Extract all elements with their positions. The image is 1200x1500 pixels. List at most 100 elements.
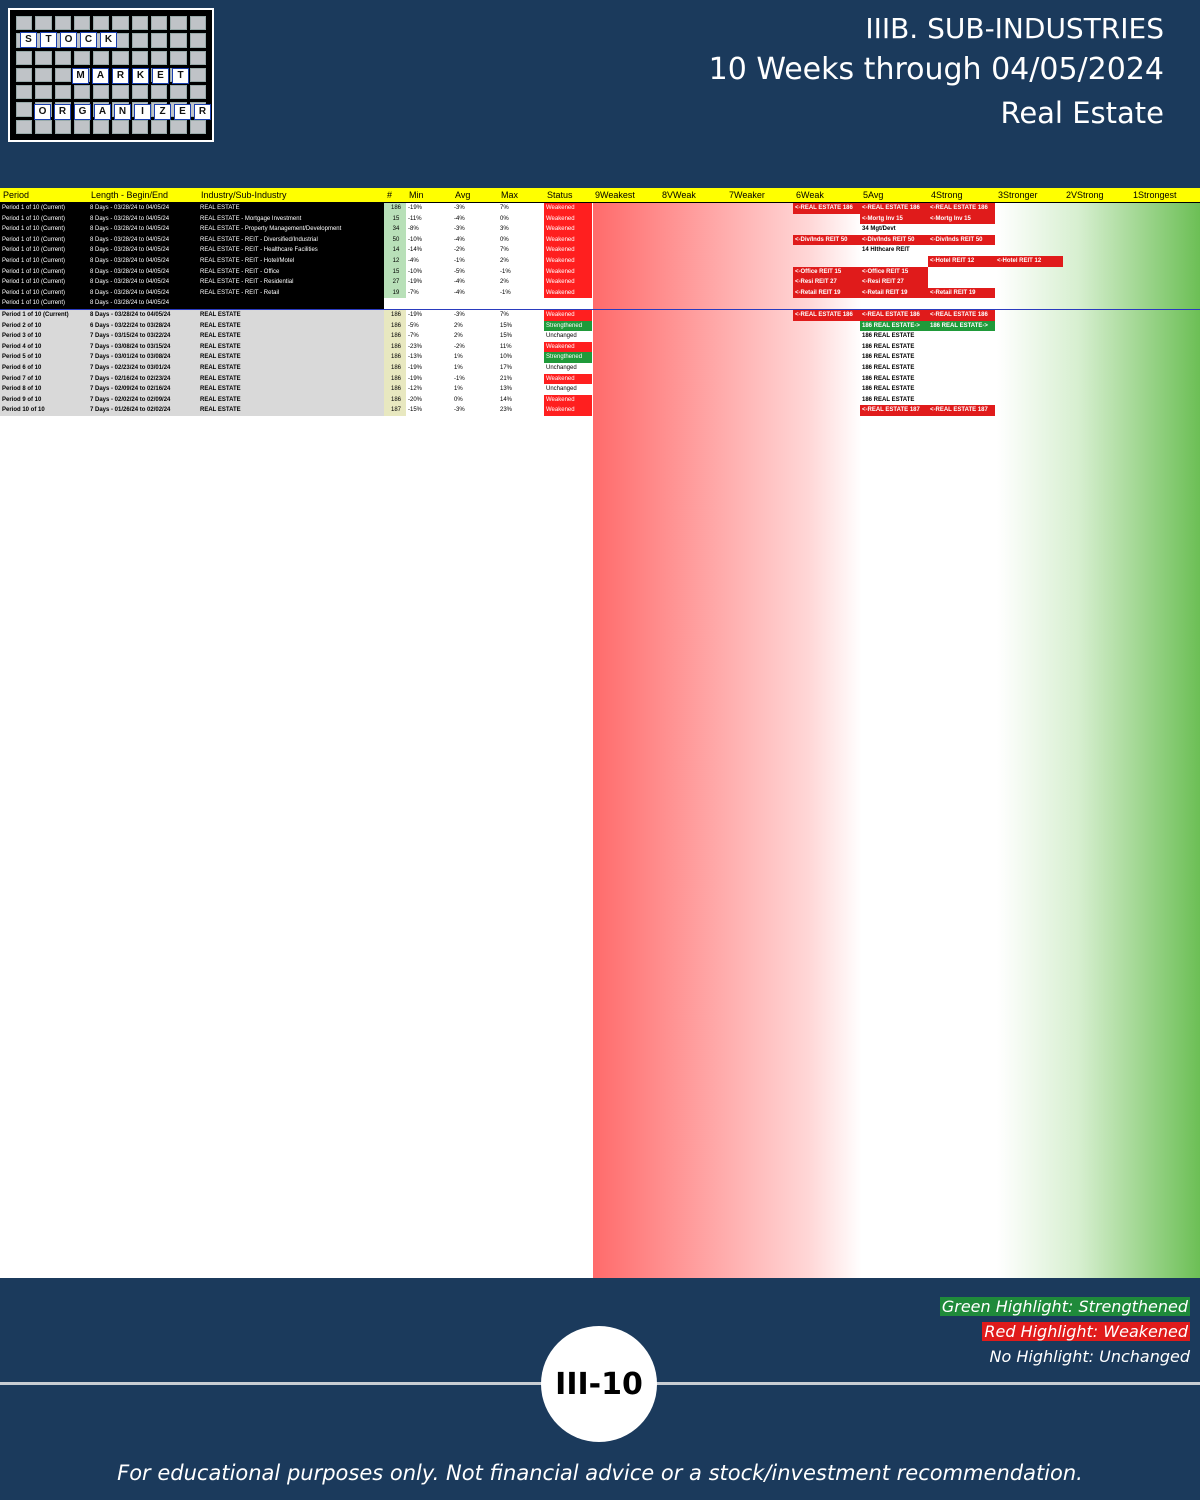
column-header: # [387,190,393,200]
table-row: Period 7 of 10 7 Days - 02/16/24 to 02/23… [0,373,1200,385]
cell-length-begin-end: 7 Days - 02/09/24 to 02/16/24 [88,384,198,395]
bucket-cell [659,203,726,214]
legend-weakened: Red Highlight: Weakened [982,1322,1190,1341]
bucket-cell [1063,342,1130,353]
cell-length-begin-end: 8 Days - 03/28/24 to 04/05/24 [88,287,198,299]
cell-max: 0% [500,236,509,243]
bucket-label: <-REAL ESTATE 186 [928,309,995,321]
table-row: Period 4 of 10 7 Days - 03/08/24 to 03/15… [0,341,1200,353]
bucket-cell [726,235,793,246]
cell-length-begin-end: 7 Days - 02/23/24 to 03/01/24 [88,362,198,374]
column-header: 1Strongest [1133,190,1177,200]
bucket-cell [726,331,793,342]
bucket-cell [1130,214,1197,225]
bucket-cell [659,405,726,416]
table-row: Period 3 of 10 7 Days - 03/15/24 to 03/22… [0,331,1200,342]
bucket-cell [860,256,928,267]
cell--: 186 [384,309,406,321]
bucket-label: <-Office REIT 15 [860,266,928,278]
bucket-cell [726,405,793,416]
cell-min: -7% [408,333,419,340]
cell-avg: -4% [454,289,465,296]
cell-max: 7% [500,247,509,254]
cell-status: Unchanged [544,384,592,395]
cell-period: Period 1 of 10 (Current) [0,213,88,225]
bucket-label: 186 REAL ESTATE [862,343,915,350]
cell-status: Strengthened [544,320,592,332]
bucket-cell [995,214,1063,225]
cell-max: 21% [500,375,513,382]
bucket-cell [1130,331,1197,342]
cell-min: -7% [408,289,419,296]
cell-min: -11% [408,215,422,222]
cell-max: 0% [500,215,509,222]
bucket-cell [659,214,726,225]
cell-max: 2% [500,279,509,286]
cell-status: Weakened [544,203,592,214]
cell--: 186 [384,341,406,353]
bucket-label: <-REAL ESTATE 186 [928,203,995,214]
logo-letter: A [94,104,111,120]
bucket-cell [592,342,659,353]
cell-industry-sub-industry: REAL ESTATE [198,331,384,342]
cell-status: Unchanged [544,362,592,374]
cell--: 187 [384,405,406,416]
bucket-cell [1063,224,1130,235]
bucket-cell [1130,405,1197,416]
cell-industry-sub-industry: REAL ESTATE [198,384,384,395]
column-header: Max [501,190,519,200]
cell-status: Weakened [544,224,592,235]
bucket-cell [995,267,1063,278]
bucket-cell [995,203,1063,214]
table-row: Period 1 of 10 (Current) 8 Days - 03/28/2… [0,213,1200,225]
bucket-cell [592,267,659,278]
bucket-cell [592,277,659,288]
cell-max: 7% [500,205,509,211]
table-header: Period Length - Begin/End Industry/Sub-Ind… [0,188,1200,203]
bucket-cell [659,288,726,299]
cell--: 15 [384,266,406,278]
column-header: Min [409,190,424,200]
cell-status: Weakened [544,309,592,321]
bucket-cell [1130,395,1197,406]
cell-industry-sub-industry: REAL ESTATE - REIT - Healthcare Faciliti… [198,245,384,256]
cell-length-begin-end: 7 Days - 02/02/24 to 02/09/24 [88,394,198,406]
table-row: Period 1 of 10 (Current) 8 Days - 03/28/2… [0,255,1200,267]
bucket-cell [659,352,726,363]
cell-min: -15% [408,407,423,414]
cell-length-begin-end: 7 Days - 03/01/24 to 03/08/24 [88,352,198,363]
column-header: 9Weakest [595,190,635,200]
bucket-cell [1130,245,1197,256]
table-row: Period 1 of 10 (Current) 8 Days - 03/28/2… [0,245,1200,256]
logo-letter: M [72,68,89,84]
cell-min: -19% [408,375,423,382]
bucket-cell [793,224,860,235]
cell-avg [452,298,498,309]
bucket-cell [1063,374,1130,385]
cell-length-begin-end: 8 Days - 03/28/24 to 04/05/24 [88,224,198,235]
cell-min: -14% [408,247,423,254]
cell-industry-sub-industry: REAL ESTATE [198,394,384,406]
logo-letter: O [60,32,77,48]
logo-letter: R [112,68,129,84]
cell-length-begin-end: 8 Days - 03/28/24 to 04/05/24 [88,213,198,225]
bucket-cell [793,245,860,256]
cell-length-begin-end: 7 Days - 03/08/24 to 03/15/24 [88,341,198,353]
bucket-label: 186 REAL ESTATE-> [928,320,995,332]
cell-industry-sub-industry: REAL ESTATE [198,352,384,363]
bucket-cell [726,203,793,214]
bucket-cell [726,352,793,363]
cell-period: Period 1 of 10 (Current) [0,309,88,321]
bucket-label: <-Hotel REIT 12 [995,255,1063,267]
bucket-cell [726,277,793,288]
bucket-cell [793,342,860,353]
logo-letter: Z [154,104,171,120]
bucket-cell [928,363,995,374]
bucket-cell [1063,395,1130,406]
cell-avg: -2% [454,247,465,254]
bucket-cell [726,288,793,299]
cell--: 34 [384,224,406,235]
cell-status [544,298,592,309]
bucket-cell [928,352,995,363]
